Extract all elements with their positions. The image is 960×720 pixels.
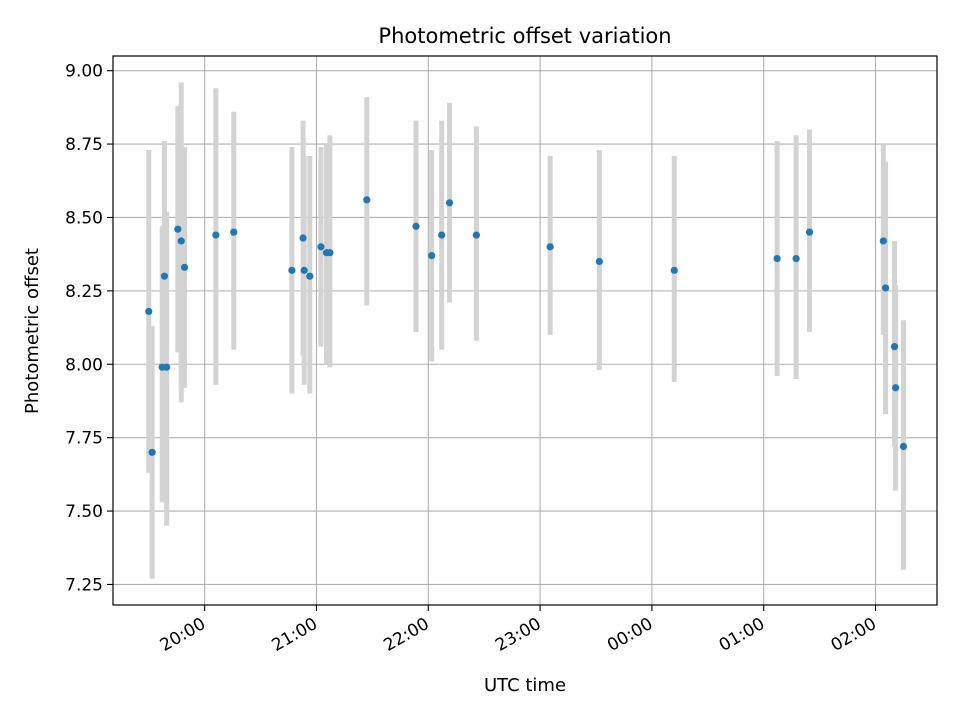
x-tick-label: 02:00 bbox=[828, 614, 880, 656]
data-point bbox=[230, 228, 238, 236]
x-tick-label: 21:00 bbox=[269, 614, 321, 656]
x-tick-label: 22:00 bbox=[380, 614, 432, 656]
data-point bbox=[148, 448, 156, 456]
data-point bbox=[899, 442, 908, 451]
y-tick-label: 8.00 bbox=[65, 355, 103, 375]
x-tick-label: 23:00 bbox=[492, 614, 544, 656]
x-axis-label: UTC time bbox=[484, 675, 566, 696]
data-point bbox=[212, 231, 220, 239]
x-tick-label: 20:00 bbox=[157, 614, 209, 656]
y-tick-label: 7.25 bbox=[65, 575, 103, 595]
data-point bbox=[892, 384, 900, 392]
y-tick-label: 8.25 bbox=[65, 282, 103, 302]
data-point bbox=[412, 222, 420, 230]
data-point bbox=[180, 263, 189, 271]
data-point bbox=[326, 249, 334, 257]
data-point bbox=[288, 266, 296, 274]
y-tick-label: 8.50 bbox=[65, 208, 103, 228]
data-point bbox=[881, 284, 890, 292]
x-tick-label: 00:00 bbox=[604, 614, 656, 656]
data-point bbox=[317, 243, 325, 251]
data-point bbox=[306, 272, 314, 280]
data-point bbox=[445, 199, 454, 207]
data-point bbox=[879, 237, 887, 245]
data-point bbox=[890, 343, 899, 351]
data-point bbox=[163, 363, 171, 371]
x-tick-label: 01:00 bbox=[716, 614, 768, 656]
data-point bbox=[773, 254, 781, 263]
data-point bbox=[546, 243, 554, 251]
y-axis-ticks: 7.25 7.50 7.75 8.00 8.25 8.50 8.75 9.00 bbox=[65, 62, 113, 595]
data-point bbox=[177, 237, 185, 245]
y-tick-label: 7.50 bbox=[65, 502, 103, 522]
y-tick-label: 7.75 bbox=[65, 429, 103, 449]
chart-title: Photometric offset variation bbox=[378, 24, 671, 48]
data-point bbox=[670, 266, 678, 274]
data-point bbox=[472, 231, 480, 239]
data-point bbox=[299, 234, 307, 242]
error-bars bbox=[146, 82, 906, 579]
x-axis-ticks: 20:00 21:00 22:00 23:00 00:00 01:00 02:00 bbox=[157, 605, 880, 656]
data-point bbox=[438, 231, 446, 239]
data-point bbox=[145, 307, 153, 316]
y-tick-label: 8.75 bbox=[65, 135, 103, 155]
plot-frame bbox=[112, 55, 938, 606]
data-point bbox=[363, 196, 371, 204]
data-point bbox=[595, 257, 603, 266]
y-axis-label: Photometric offset bbox=[22, 248, 43, 414]
data-point bbox=[805, 228, 814, 236]
grid bbox=[113, 56, 937, 605]
data-point bbox=[792, 254, 800, 263]
y-tick-label: 9.00 bbox=[65, 62, 103, 82]
data-point bbox=[428, 252, 436, 260]
data-point bbox=[160, 272, 169, 280]
data-point bbox=[300, 266, 308, 274]
data-point bbox=[174, 225, 182, 233]
data-points bbox=[145, 196, 908, 456]
